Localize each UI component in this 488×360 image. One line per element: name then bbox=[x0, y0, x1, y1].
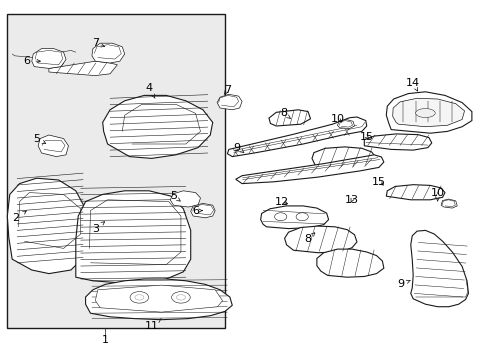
Polygon shape bbox=[364, 134, 431, 150]
Text: 1: 1 bbox=[102, 335, 108, 345]
Polygon shape bbox=[235, 155, 383, 184]
Ellipse shape bbox=[130, 292, 148, 303]
Polygon shape bbox=[337, 120, 354, 129]
Text: 5: 5 bbox=[170, 191, 180, 201]
Polygon shape bbox=[95, 285, 222, 312]
Text: 12: 12 bbox=[275, 197, 288, 207]
Polygon shape bbox=[32, 49, 66, 68]
Polygon shape bbox=[190, 203, 215, 218]
Polygon shape bbox=[227, 117, 366, 157]
Text: 2: 2 bbox=[13, 211, 26, 223]
Polygon shape bbox=[102, 95, 212, 158]
Polygon shape bbox=[386, 92, 471, 133]
Text: 7: 7 bbox=[224, 85, 230, 95]
Polygon shape bbox=[311, 147, 376, 167]
Text: 8: 8 bbox=[304, 233, 314, 244]
Polygon shape bbox=[386, 185, 444, 200]
Polygon shape bbox=[316, 249, 383, 277]
Ellipse shape bbox=[171, 292, 190, 303]
Text: 5: 5 bbox=[33, 134, 46, 144]
Text: 10: 10 bbox=[330, 114, 344, 124]
Ellipse shape bbox=[135, 294, 143, 300]
Polygon shape bbox=[217, 94, 242, 110]
Text: 14: 14 bbox=[406, 78, 419, 91]
Bar bbox=[7, 14, 224, 328]
Polygon shape bbox=[268, 110, 310, 126]
Text: 7: 7 bbox=[92, 38, 104, 48]
Polygon shape bbox=[7, 178, 90, 274]
Ellipse shape bbox=[295, 213, 307, 221]
Polygon shape bbox=[440, 199, 456, 208]
Polygon shape bbox=[38, 135, 68, 157]
Text: 13: 13 bbox=[345, 195, 358, 205]
Polygon shape bbox=[76, 191, 190, 283]
Text: 9: 9 bbox=[397, 279, 409, 289]
Polygon shape bbox=[284, 226, 356, 253]
Text: 4: 4 bbox=[145, 83, 155, 98]
Polygon shape bbox=[410, 230, 468, 307]
Text: 3: 3 bbox=[92, 222, 104, 234]
Text: 8: 8 bbox=[280, 108, 290, 118]
Polygon shape bbox=[85, 279, 232, 320]
Polygon shape bbox=[170, 191, 200, 207]
Text: 11: 11 bbox=[144, 319, 161, 331]
Text: 10: 10 bbox=[430, 188, 444, 201]
Text: 15: 15 bbox=[359, 132, 373, 142]
Text: 6: 6 bbox=[192, 206, 202, 216]
Ellipse shape bbox=[176, 294, 185, 300]
Polygon shape bbox=[49, 61, 117, 76]
Text: 15: 15 bbox=[371, 177, 385, 187]
Text: 6: 6 bbox=[23, 56, 41, 66]
Polygon shape bbox=[392, 98, 464, 127]
Polygon shape bbox=[92, 43, 124, 63]
Ellipse shape bbox=[415, 109, 434, 117]
Ellipse shape bbox=[274, 213, 286, 221]
Text: 9: 9 bbox=[233, 143, 244, 153]
Polygon shape bbox=[260, 206, 328, 229]
